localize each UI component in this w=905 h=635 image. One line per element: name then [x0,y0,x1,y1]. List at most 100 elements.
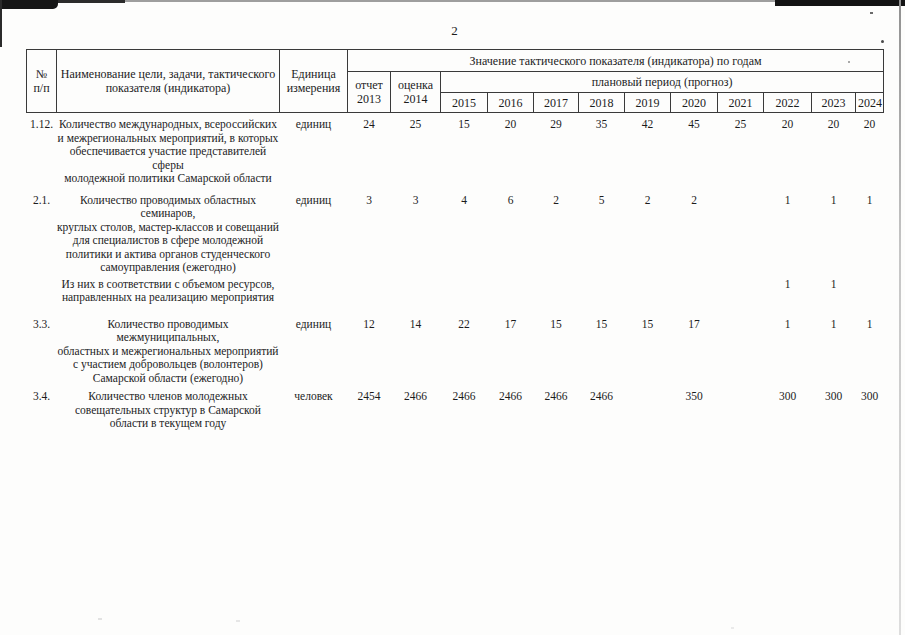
row-value: 24 [348,113,391,194]
row-name: Количество проводимых областных семинаро… [57,194,280,278]
row-name: Количество членов молодежных совещательн… [57,390,280,431]
table-row: 3.4. Количество членов молодежных совеща… [27,390,884,431]
row-name: Количество проводимых межмуниципальных, … [57,318,280,391]
row-value: 2466 [391,390,441,431]
row-value: 12 [348,318,391,391]
row-value: 1 [764,318,812,391]
row-value: 2 [625,194,671,278]
row-num [27,278,57,318]
header-year-2022: 2022 [764,93,812,113]
row-value [718,318,764,391]
row-value [348,278,391,318]
header-estimate-2014: оценка 2014 [391,72,441,113]
row-value: 4 [441,194,488,278]
row-value: 20 [856,113,884,194]
header-report-2013: отчет 2013 [348,72,391,113]
row-value [856,278,884,318]
row-value: 15 [441,113,488,194]
row-value: 1 [812,194,856,278]
row-num: 3.3. [27,318,57,391]
row-value: 15 [534,318,579,391]
row-unit: единиц [280,318,348,391]
scanned-document-page: { "colors": { "ink": "#1c1c1c", "paper":… [0,0,905,635]
row-value: 1 [812,318,856,391]
header-plan-period: плановый период (прогноз) [441,72,884,93]
header-year-2021: 2021 [718,93,764,113]
row-value: 2 [534,194,579,278]
header-year-2015: 2015 [441,93,488,113]
header-unit-column: Единица измерения [280,50,348,113]
row-value: 300 [764,390,812,431]
row-value: 25 [718,113,764,194]
row-value [671,278,718,318]
header-year-2023: 2023 [812,93,856,113]
scan-artifact-top-left-blob [0,0,58,9]
row-value: 20 [764,113,812,194]
row-num: 2.1. [27,194,57,278]
header-year-2020: 2020 [671,93,718,113]
scan-artifact-top-edge-gray [125,0,775,2]
row-value: 300 [812,390,856,431]
row-value: 20 [812,113,856,194]
row-value: 22 [441,318,488,391]
table-row: 1.12. Количество международных, всеросси… [27,113,884,194]
row-num: 3.4. [27,390,57,431]
scan-artifact-left-edge [0,0,2,47]
page-number: 2 [26,23,883,39]
row-value [579,278,625,318]
row-value: 17 [671,318,718,391]
scan-artifact-top-right-edge [775,0,905,6]
table-row: 2.1. Количество проводимых областных сем… [27,194,884,278]
scan-speck [98,618,102,620]
row-value: 1 [856,194,884,278]
header-name-column: Наименование цели, задачи, тактического … [57,50,280,113]
header-year-2018: 2018 [579,93,625,113]
row-value: 1 [812,278,856,318]
row-name: Количество международных, всероссийских … [57,113,280,194]
row-value: 45 [671,113,718,194]
row-value [441,278,488,318]
row-value: 1 [764,278,812,318]
row-name: Из них в соответствии с объемом ресурсов… [57,278,280,318]
scan-speck [236,620,240,622]
row-value: 1 [856,318,884,391]
row-value: 35 [579,113,625,194]
row-value: 6 [488,194,534,278]
row-value: 1 [764,194,812,278]
row-value: 15 [625,318,671,391]
row-unit: единиц [280,113,348,194]
row-value: 25 [391,113,441,194]
row-unit [280,278,348,318]
row-value: 3 [348,194,391,278]
row-value: 2466 [488,390,534,431]
table-row-continuation: Из них в соответствии с объемом ресурсов… [27,278,884,318]
row-value: 2454 [348,390,391,431]
row-value: 42 [625,113,671,194]
row-value: 2466 [534,390,579,431]
scan-speck [881,40,884,43]
scan-speck [731,627,734,629]
header-year-2017: 2017 [534,93,579,113]
row-value: 29 [534,113,579,194]
row-value: 20 [488,113,534,194]
table-row: 3.3. Количество проводимых межмуниципаль… [27,318,884,391]
row-value [718,390,764,431]
row-value: 17 [488,318,534,391]
row-value: 2466 [579,390,625,431]
row-value: 2 [671,194,718,278]
row-value [718,278,764,318]
scan-artifact-right-edge-line [899,0,901,635]
row-value: 350 [671,390,718,431]
header-year-2016: 2016 [488,93,534,113]
header-values-title: Значение тактического показателя (индика… [348,50,884,72]
row-value [488,278,534,318]
row-value [625,390,671,431]
row-value: 14 [391,318,441,391]
row-value: 5 [579,194,625,278]
header-year-2024: 2024 [856,93,884,113]
row-value [534,278,579,318]
indicators-table: № п/п Наименование цели, задачи, тактиче… [26,49,884,431]
row-value [718,194,764,278]
row-unit: единиц [280,194,348,278]
header-year-2019: 2019 [625,93,671,113]
